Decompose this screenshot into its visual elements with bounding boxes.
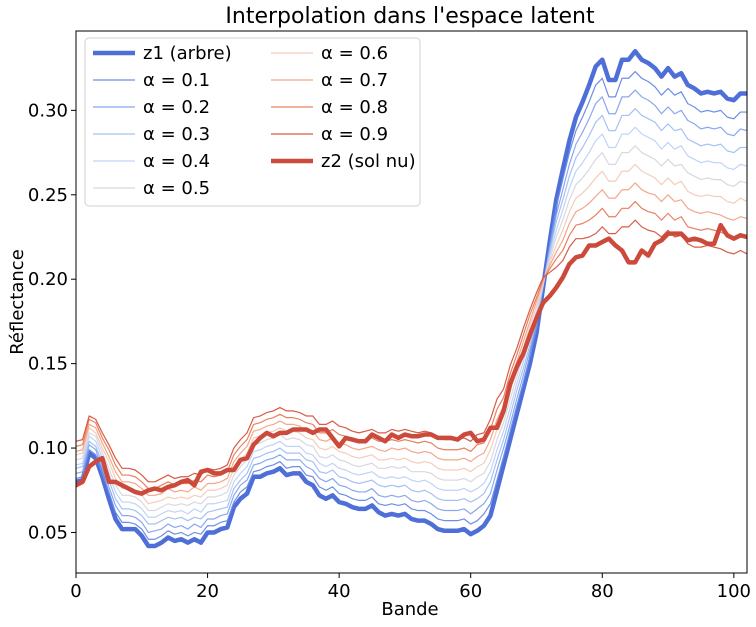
series-line-3 (76, 108, 747, 525)
legend-label: α = 0.4 (143, 151, 210, 172)
x-tick-label: 20 (196, 581, 219, 602)
y-tick-label: 0.25 (28, 185, 68, 206)
x-tick-label: 40 (328, 581, 351, 602)
x-tick-label: 0 (70, 581, 81, 602)
legend-label: α = 0.2 (143, 97, 210, 118)
series-line-5 (76, 145, 747, 512)
legend-label: α = 0.1 (143, 70, 210, 91)
x-tick-label: 60 (459, 581, 482, 602)
x-tick-label: 100 (717, 581, 751, 602)
legend-label: α = 0.5 (143, 178, 210, 199)
series-line-1 (76, 70, 747, 540)
y-tick-label: 0.30 (28, 100, 68, 121)
legend-label: α = 0.7 (321, 70, 388, 91)
series-line-10 (76, 222, 747, 496)
legend-label: α = 0.6 (321, 43, 388, 64)
y-tick-label: 0.20 (28, 269, 68, 290)
y-tick-label: 0.10 (28, 438, 68, 459)
series-line-6 (76, 163, 747, 505)
y-tick-label: 0.05 (28, 522, 68, 543)
legend-label: α = 0.8 (321, 97, 388, 118)
chart-title: Interpolation dans l'espace latent (225, 4, 595, 29)
x-tick-label: 80 (591, 581, 614, 602)
series-lines (76, 49, 747, 549)
x-axis-ticks: 0 20 40 60 80 100 (70, 573, 751, 602)
series-line-7 (76, 182, 747, 496)
legend-label: α = 0.3 (143, 124, 210, 145)
series-line-2 (76, 89, 747, 534)
legend: z1 (arbre) α = 0.1 α = 0.2 α = 0.3 α = 0.4 α … (84, 37, 421, 207)
legend-box (84, 37, 421, 207)
legend-label: z1 (arbre) (143, 43, 232, 64)
series-line-4 (76, 126, 747, 518)
series-line-8 (76, 200, 747, 490)
legend-label: z2 (sol nu) (321, 151, 416, 172)
legend-label: α = 0.9 (321, 124, 388, 145)
y-axis-label: Réflectance (7, 249, 28, 355)
plot-frame (75, 30, 748, 574)
series-line-9 (76, 219, 747, 483)
y-tick-label: 0.15 (28, 354, 68, 375)
x-axis-label: Bande (381, 599, 438, 620)
series-line-0 (76, 49, 747, 549)
y-axis-ticks: 0.05 0.10 0.15 0.20 0.25 0.30 (28, 100, 76, 543)
